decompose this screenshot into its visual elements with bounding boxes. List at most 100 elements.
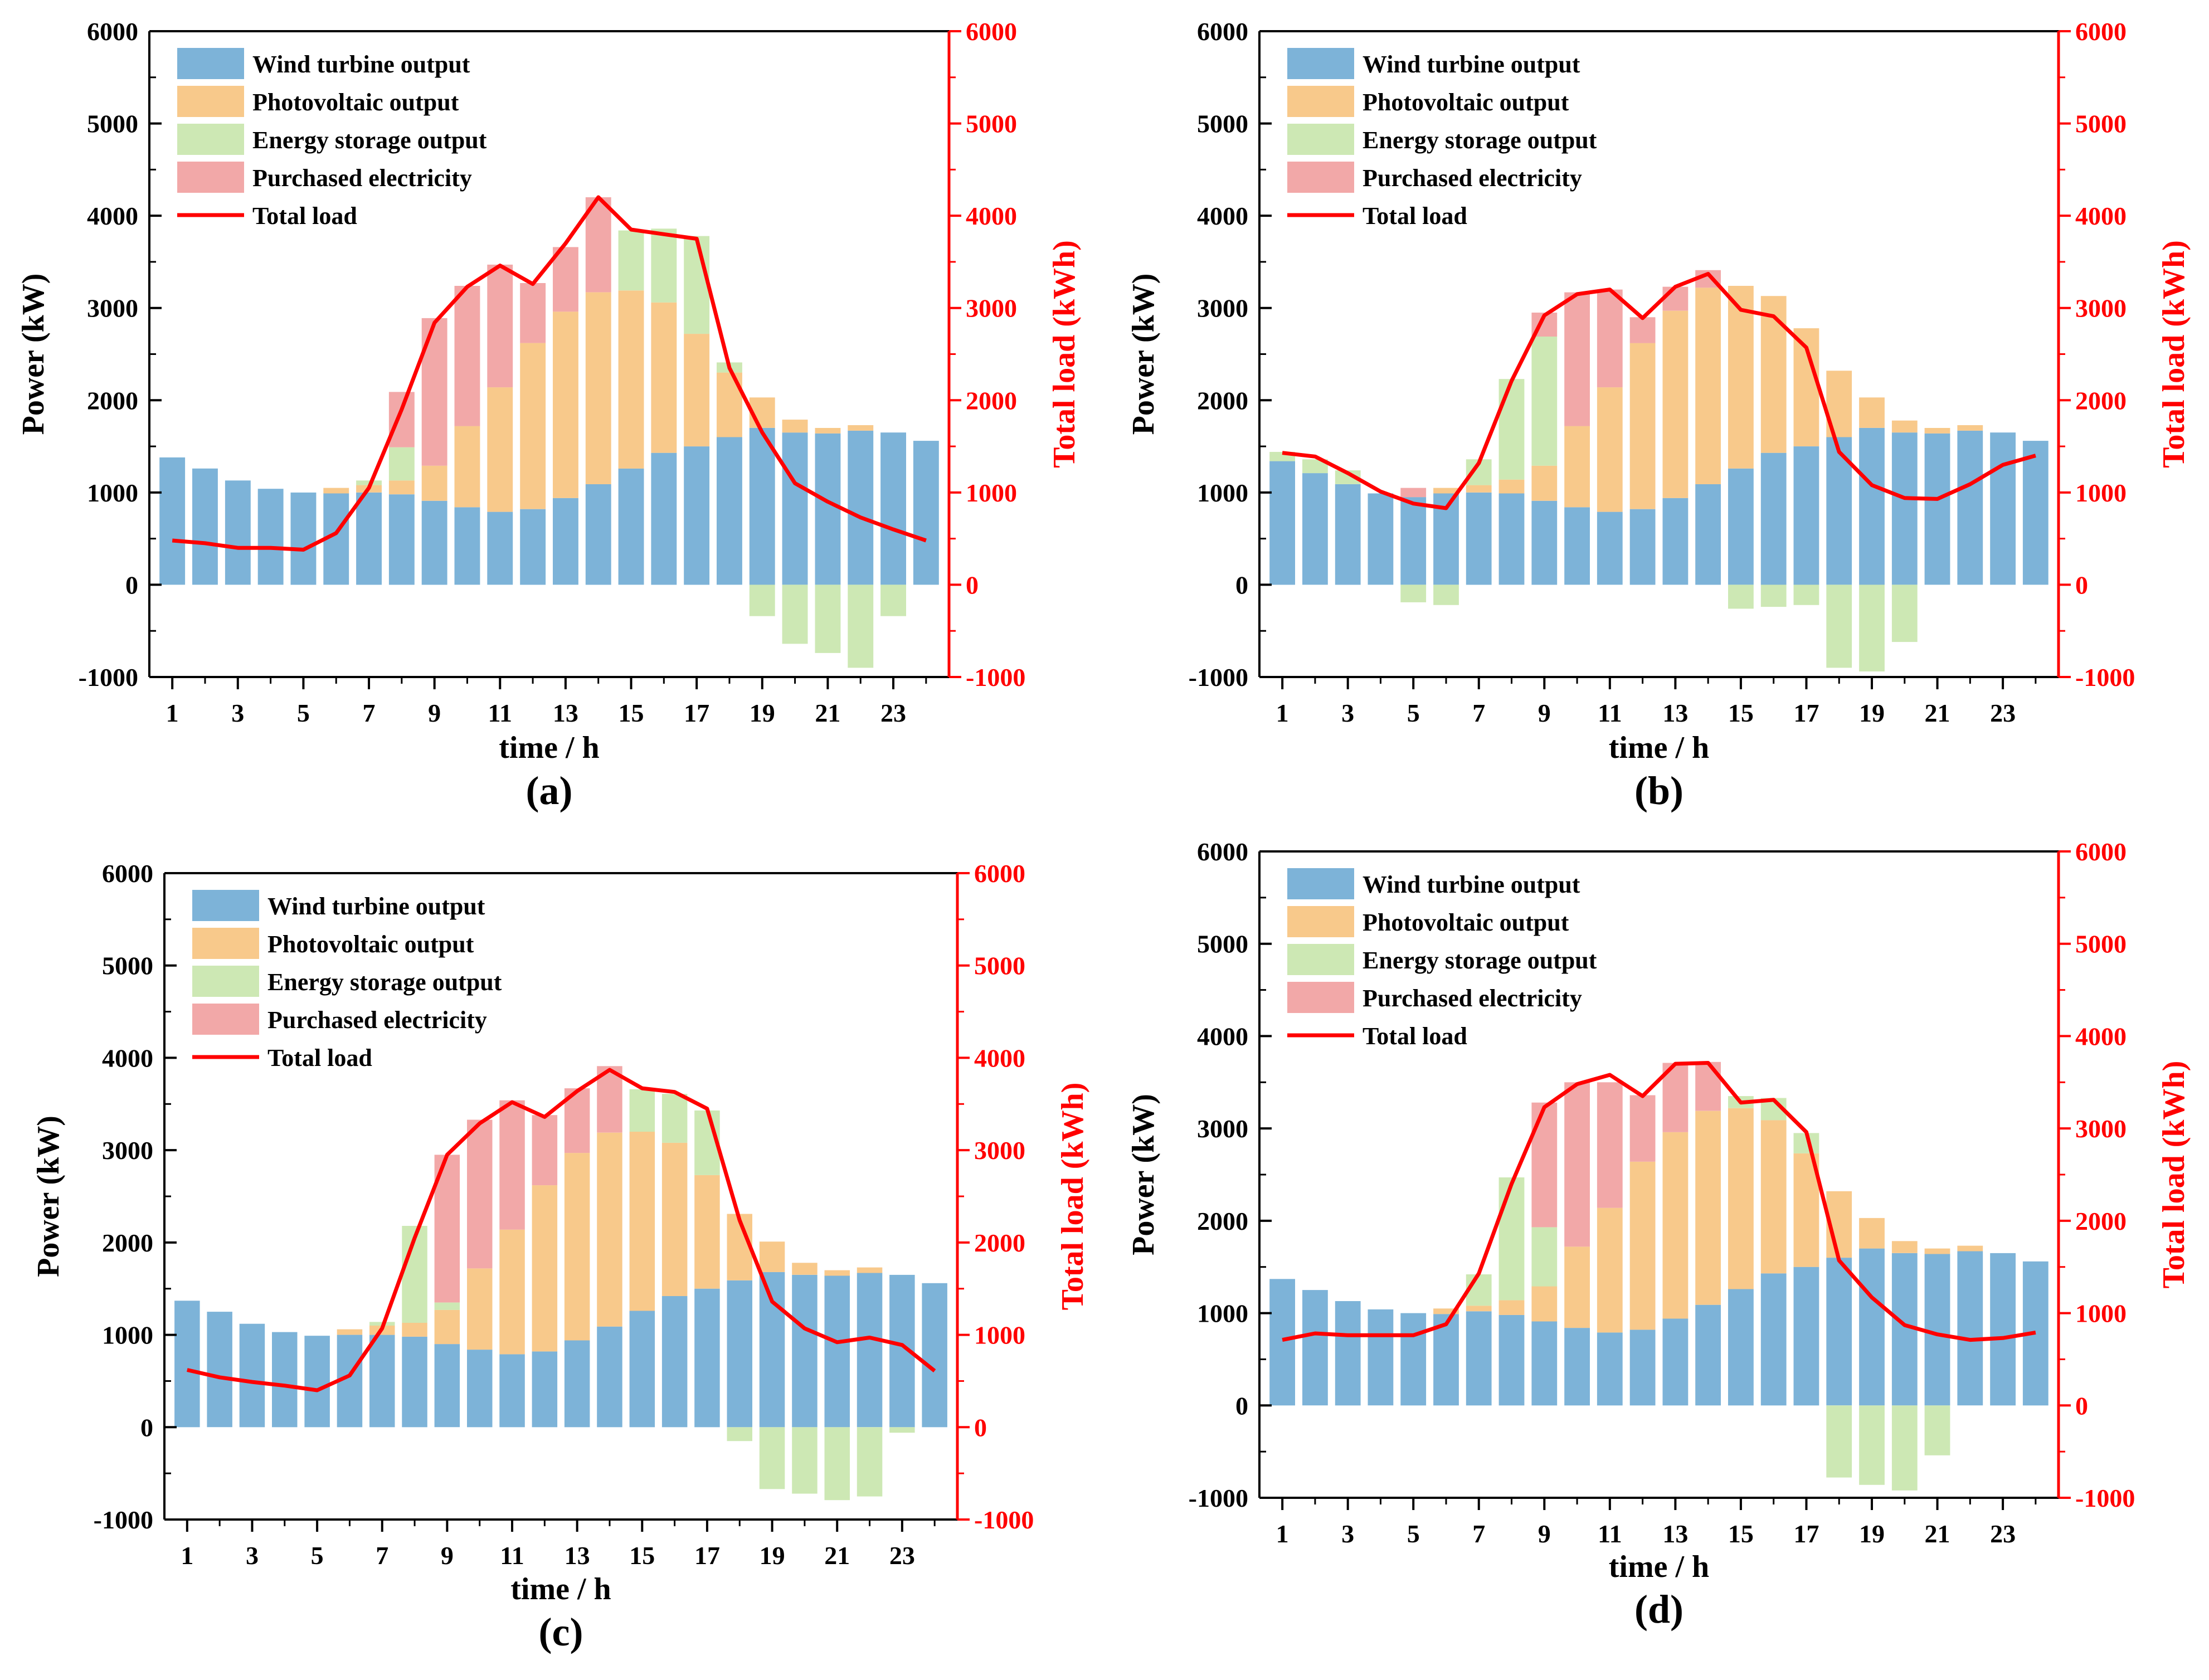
y-right-tick-label: 4000 xyxy=(2075,202,2127,230)
chart-panel-b: -1000 -1000 0 0 1000 1000 2000 2000 3000 3000 4000… xyxy=(1126,17,2191,813)
bar-wind-h11 xyxy=(499,1354,525,1428)
bar-wind-h12 xyxy=(520,509,546,585)
y-tick-label: 1000 xyxy=(102,1321,153,1350)
x-tick-label: 13 xyxy=(1662,1520,1688,1548)
bar-wind-h20 xyxy=(792,1274,818,1428)
y-right-axis-label: Total load (kWh) xyxy=(1047,240,1082,468)
bar-pv-h22 xyxy=(1957,425,1983,431)
bar-wind-h4 xyxy=(1368,493,1394,585)
bar-pv-h20 xyxy=(1891,420,1918,433)
bar-pv-h11 xyxy=(487,387,513,512)
x-tick-label: 11 xyxy=(488,699,512,727)
bar-wind-h4 xyxy=(1368,1309,1394,1406)
legend-label: Wind turbine output xyxy=(252,51,470,78)
bar-wind-h24 xyxy=(922,1283,947,1428)
bar-storage-h16 xyxy=(1760,585,1787,607)
legend-swatch-purchased xyxy=(1287,982,1354,1013)
bar-wind-h5 xyxy=(304,1336,330,1428)
bar-wind-h12 xyxy=(532,1351,558,1428)
bar-pv-h11 xyxy=(499,1229,525,1355)
legend-swatch-wind xyxy=(1287,48,1354,79)
bar-wind-h20 xyxy=(782,432,808,585)
bar-storage-h16 xyxy=(651,228,677,303)
x-tick-label: 1 xyxy=(1276,699,1289,727)
legend-label: Wind turbine output xyxy=(1363,871,1580,898)
bar-wind-h16 xyxy=(651,452,677,585)
x-tick-label: 17 xyxy=(1793,699,1819,727)
bar-pv-h21 xyxy=(815,428,841,434)
legend-label: Purchased electricity xyxy=(1363,164,1582,192)
bar-storage-h18 xyxy=(727,1427,752,1442)
bar-wind-h10 xyxy=(1564,1328,1590,1406)
bar-pv-h19 xyxy=(1859,1218,1885,1249)
bar-pv-h8 xyxy=(1498,1300,1525,1315)
bar-pv-h22 xyxy=(857,1267,883,1273)
x-tick-label: 7 xyxy=(1472,1520,1485,1548)
y-tick-label: 6000 xyxy=(87,17,138,46)
x-tick-label: 19 xyxy=(750,699,775,727)
x-tick-label: 15 xyxy=(619,699,644,727)
y-right-tick-label: 2000 xyxy=(966,386,1017,415)
legend-label: Total load xyxy=(1363,1022,1467,1050)
x-tick-label: 19 xyxy=(760,1541,785,1570)
y-tick-label: 0 xyxy=(140,1413,153,1442)
y-axis-label: Power (kW) xyxy=(1126,274,1161,435)
bar-wind-h24 xyxy=(2022,441,2049,585)
legend-swatch-pv xyxy=(192,928,259,959)
x-tick-label: 21 xyxy=(824,1541,850,1570)
bar-wind-h15 xyxy=(1728,1289,1754,1406)
x-tick-label: 11 xyxy=(500,1541,524,1570)
bar-pv-h19 xyxy=(759,1241,785,1272)
y-right-tick-label: 1000 xyxy=(974,1321,1025,1350)
bar-pv-h12 xyxy=(1629,343,1656,509)
y-right-tick-label: 6000 xyxy=(2075,17,2127,46)
x-axis-label: time / h xyxy=(1609,731,1709,765)
bar-wind-h24 xyxy=(913,441,939,585)
y-tick-label: -1000 xyxy=(79,663,138,692)
y-tick-label: 5000 xyxy=(102,952,153,980)
chart-panel-d: -1000 -1000 0 0 1000 1000 2000 2000 3000 3000 4000… xyxy=(1126,837,2191,1632)
y-tick-label: -1000 xyxy=(1189,1484,1248,1512)
bar-pv-h20 xyxy=(782,420,808,433)
bar-wind-h17 xyxy=(684,446,710,585)
bar-storage-h5 xyxy=(1400,585,1427,602)
bar-purchased-h10 xyxy=(454,286,480,426)
bar-wind-h13 xyxy=(1662,498,1689,585)
bar-wind-h8 xyxy=(1498,1314,1525,1406)
bar-pv-h9 xyxy=(1531,465,1558,501)
bar-pv-h21 xyxy=(824,1270,850,1276)
bar-wind-h1 xyxy=(159,457,186,585)
bar-purchased-h13 xyxy=(553,247,578,312)
bar-pv-h14 xyxy=(1695,288,1721,484)
legend-swatch-storage xyxy=(192,966,259,997)
bar-pv-h15 xyxy=(629,1132,655,1311)
y-tick-label: 1000 xyxy=(87,479,138,507)
bar-purchased-h12 xyxy=(1629,1095,1656,1162)
panel-label: (d) xyxy=(1634,1587,1683,1632)
bar-wind-h12 xyxy=(1629,1330,1656,1406)
bar-wind-h2 xyxy=(1302,473,1328,585)
x-tick-label: 7 xyxy=(376,1541,388,1570)
x-tick-label: 19 xyxy=(1859,699,1885,727)
bar-wind-h4 xyxy=(272,1332,298,1428)
y-right-tick-label: 3000 xyxy=(966,294,1017,323)
legend-swatch-purchased xyxy=(192,1004,259,1035)
bar-wind-h14 xyxy=(597,1326,622,1428)
bar-purchased-h10 xyxy=(1564,1082,1590,1247)
bar-pv-h15 xyxy=(618,290,644,469)
y-tick-label: 4000 xyxy=(1197,202,1248,230)
total-load-line xyxy=(172,195,927,552)
bar-storage-h20 xyxy=(782,585,808,644)
bar-pv-h6 xyxy=(337,1329,363,1335)
bar-storage-h17 xyxy=(684,236,710,334)
panel-label: (c) xyxy=(539,1610,583,1654)
x-tick-label: 13 xyxy=(565,1541,590,1570)
y-right-tick-label: 3000 xyxy=(2075,1114,2127,1143)
y-tick-label: 0 xyxy=(125,571,138,599)
bar-wind-h4 xyxy=(257,489,284,585)
x-tick-label: 5 xyxy=(311,1541,324,1570)
y-right-tick-label: 2000 xyxy=(974,1229,1025,1257)
y-tick-label: 3000 xyxy=(102,1136,153,1165)
y-tick-label: 6000 xyxy=(102,859,153,888)
bar-wind-h9 xyxy=(1531,500,1558,585)
